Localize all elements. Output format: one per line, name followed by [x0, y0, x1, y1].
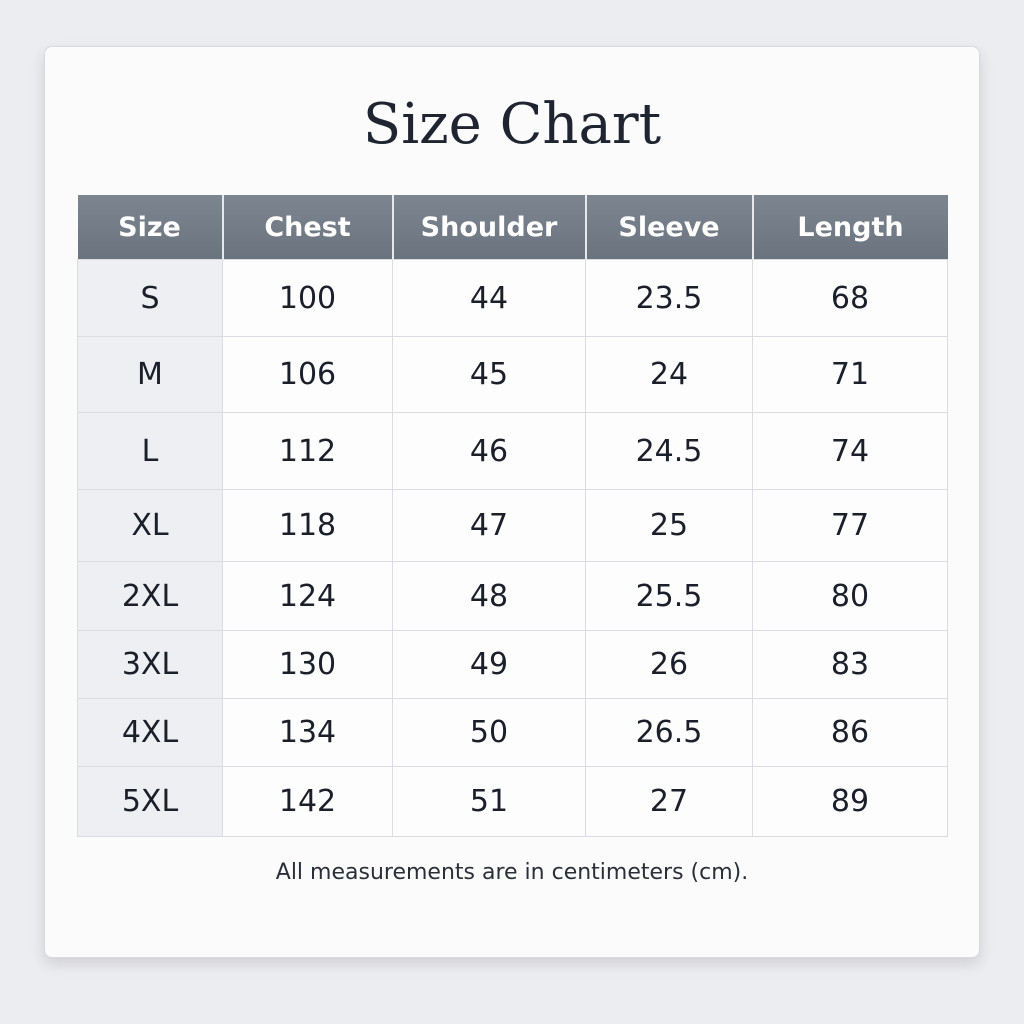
cell-chest: 106 — [222, 336, 393, 413]
table-row: 5XL 142 51 27 89 — [77, 766, 948, 837]
table-row: XL 118 47 25 77 — [77, 489, 948, 562]
cell-shoulder: 47 — [392, 489, 586, 562]
cell-length: 71 — [752, 336, 948, 413]
cell-size: XL — [77, 489, 223, 562]
cell-length: 89 — [752, 766, 948, 837]
cell-size: M — [77, 336, 223, 413]
cell-chest: 112 — [222, 412, 393, 490]
cell-sleeve: 24 — [585, 336, 753, 413]
cell-size: 2XL — [77, 561, 223, 631]
cell-length: 80 — [752, 561, 948, 631]
cell-size: 5XL — [77, 766, 223, 837]
cell-chest: 100 — [222, 259, 393, 337]
cell-size: L — [77, 412, 223, 490]
column-header-size: Size — [77, 195, 224, 260]
cell-shoulder: 46 — [392, 412, 586, 490]
table-row: L 112 46 24.5 74 — [77, 412, 948, 490]
cell-size: 3XL — [77, 630, 223, 699]
column-header-length: Length — [752, 195, 948, 260]
column-header-sleeve: Sleeve — [585, 195, 754, 260]
table-row: 4XL 134 50 26.5 86 — [77, 698, 948, 767]
cell-chest: 130 — [222, 630, 393, 699]
cell-length: 83 — [752, 630, 948, 699]
table-row: M 106 45 24 71 — [77, 336, 948, 413]
page-title: Size Chart — [362, 92, 662, 157]
cell-chest: 124 — [222, 561, 393, 631]
cell-sleeve: 23.5 — [585, 259, 753, 337]
cell-shoulder: 44 — [392, 259, 586, 337]
table-header-row: Size Chest Shoulder Sleeve Length — [77, 195, 948, 260]
cell-sleeve: 27 — [585, 766, 753, 837]
cell-length: 77 — [752, 489, 948, 562]
cell-length: 68 — [752, 259, 948, 337]
size-table: Size Chest Shoulder Sleeve Length S 100 44 23.5… — [77, 195, 948, 837]
table-row: 2XL 124 48 25.5 80 — [77, 561, 948, 631]
cell-size: S — [77, 259, 223, 337]
table-row: S 100 44 23.5 68 — [77, 259, 948, 337]
column-header-chest: Chest — [222, 195, 394, 260]
cell-shoulder: 45 — [392, 336, 586, 413]
cell-chest: 118 — [222, 489, 393, 562]
cell-length: 86 — [752, 698, 948, 767]
cell-sleeve: 26 — [585, 630, 753, 699]
table-row: 3XL 130 49 26 83 — [77, 630, 948, 699]
column-header-shoulder: Shoulder — [392, 195, 587, 260]
cell-chest: 134 — [222, 698, 393, 767]
cell-sleeve: 25.5 — [585, 561, 753, 631]
cell-sleeve: 25 — [585, 489, 753, 562]
cell-shoulder: 51 — [392, 766, 586, 837]
cell-length: 74 — [752, 412, 948, 490]
cell-sleeve: 24.5 — [585, 412, 753, 490]
cell-size: 4XL — [77, 698, 223, 767]
cell-chest: 142 — [222, 766, 393, 837]
units-note: All measurements are in centimeters (cm)… — [275, 860, 749, 885]
cell-sleeve: 26.5 — [585, 698, 753, 767]
cell-shoulder: 48 — [392, 561, 586, 631]
cell-shoulder: 50 — [392, 698, 586, 767]
cell-shoulder: 49 — [392, 630, 586, 699]
